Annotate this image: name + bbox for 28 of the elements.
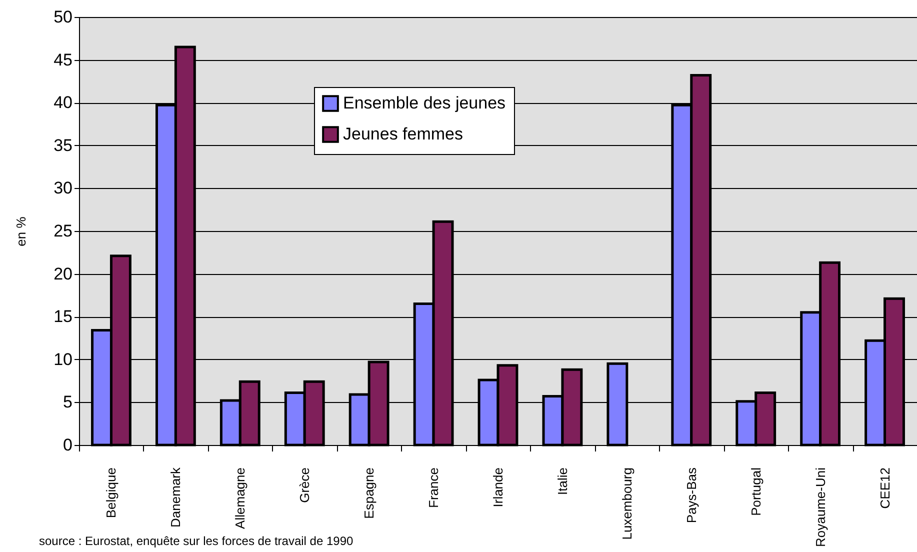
y-tick-label: 0 — [63, 436, 72, 454]
x-tick-label: Allemagne — [232, 468, 248, 529]
x-tick-label: Italie — [554, 468, 570, 495]
x-tick-label: Pays-Bas — [684, 467, 699, 524]
y-tick-label: 30 — [54, 178, 72, 198]
y-tick-label: 10 — [54, 350, 72, 369]
x-tick-label: Danemark — [168, 467, 184, 528]
x-tick-label: Grèce — [297, 468, 312, 503]
x-tick-label: Portugal — [748, 467, 764, 516]
legend-label: Jeunes femmes — [343, 124, 463, 144]
y-tick-label: 45 — [54, 50, 72, 70]
x-tick-label: Irlande — [490, 468, 506, 508]
x-tick-label: France — [426, 468, 442, 508]
x-tick-label: Luxembourg — [619, 468, 634, 540]
y-tick-label: 35 — [54, 136, 72, 155]
y-tick-label: 20 — [54, 264, 72, 284]
y-tick-label: 25 — [54, 222, 72, 240]
y-tick-label: 5 — [63, 392, 72, 412]
y-tick-label: 50 — [54, 8, 72, 26]
y-tick-label: 40 — [54, 93, 72, 112]
legend-label: Ensemble des jeunes — [343, 94, 506, 112]
x-tick-label: Royaume-Uni — [812, 467, 828, 547]
y-tick-label: 15 — [54, 307, 72, 326]
x-tick-label: Espagne — [362, 468, 377, 519]
x-tick-label: Belgique — [104, 468, 119, 518]
x-tick-label: CEE12 — [877, 468, 892, 509]
y-axis-title: en % — [14, 216, 29, 246]
source-note: source : Eurostat, enquête sur les forces de travail de 1990 — [39, 534, 354, 548]
